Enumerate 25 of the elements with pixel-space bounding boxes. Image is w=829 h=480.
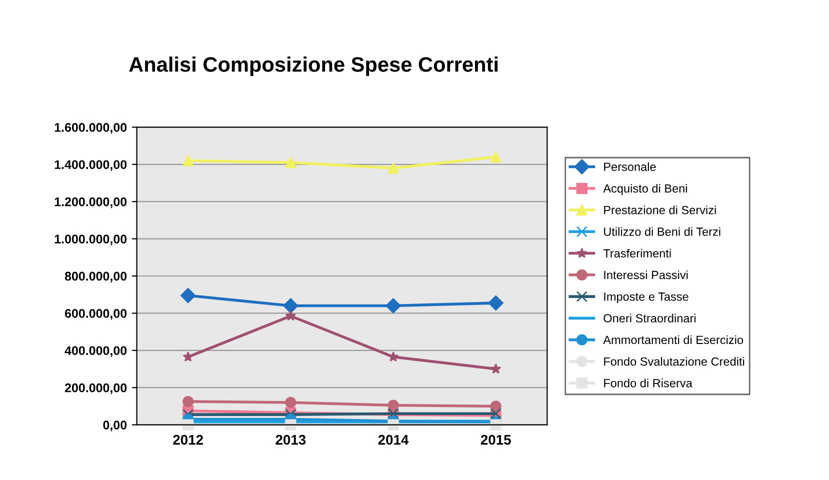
legend-label: Trasferimenti xyxy=(603,248,671,258)
y-tick-label: 400.000,00 xyxy=(64,346,127,357)
y-tick-label: 800.000,00 xyxy=(64,272,127,282)
x-tick-label: 2014 xyxy=(378,434,409,445)
legend-label: Prestazione di Servizi xyxy=(604,206,716,214)
y-tick-label: 1.400.000,00 xyxy=(54,160,127,171)
x-tick-label: 2015 xyxy=(480,434,511,445)
y-tick-label: 200.000,00 xyxy=(64,383,127,394)
chart-title: Analisi Composizione Spese Correnti xyxy=(129,56,498,76)
y-tick-label: 600.000,00 xyxy=(64,309,127,320)
y-tick-label: 1.000.000,00 xyxy=(54,234,127,246)
legend-label: Interessi Passivi xyxy=(604,270,688,280)
legend-label: Ammortamenti di Esercizio xyxy=(603,335,744,344)
legend-label: Personale xyxy=(604,162,656,172)
legend-label: Fondo Svalutazione Crediti xyxy=(604,357,744,366)
legend-label: Acquisto di Beni xyxy=(603,184,687,195)
y-tick-label: 1.200.000,00 xyxy=(54,197,127,208)
x-tick-label: 2013 xyxy=(276,434,306,445)
legend-label: Imposte e Tasse xyxy=(604,292,688,304)
y-tick-label: 1.600.000,00 xyxy=(54,123,127,134)
legend-label: Oneri Straordinari xyxy=(604,314,696,322)
y-tick-label: 0,00 xyxy=(103,420,127,432)
legend-label: Fondo di Riserva xyxy=(604,378,692,388)
x-tick-label: 2012 xyxy=(173,434,203,445)
legend-label: Utilizzo di Beni di Terzi xyxy=(604,227,720,236)
